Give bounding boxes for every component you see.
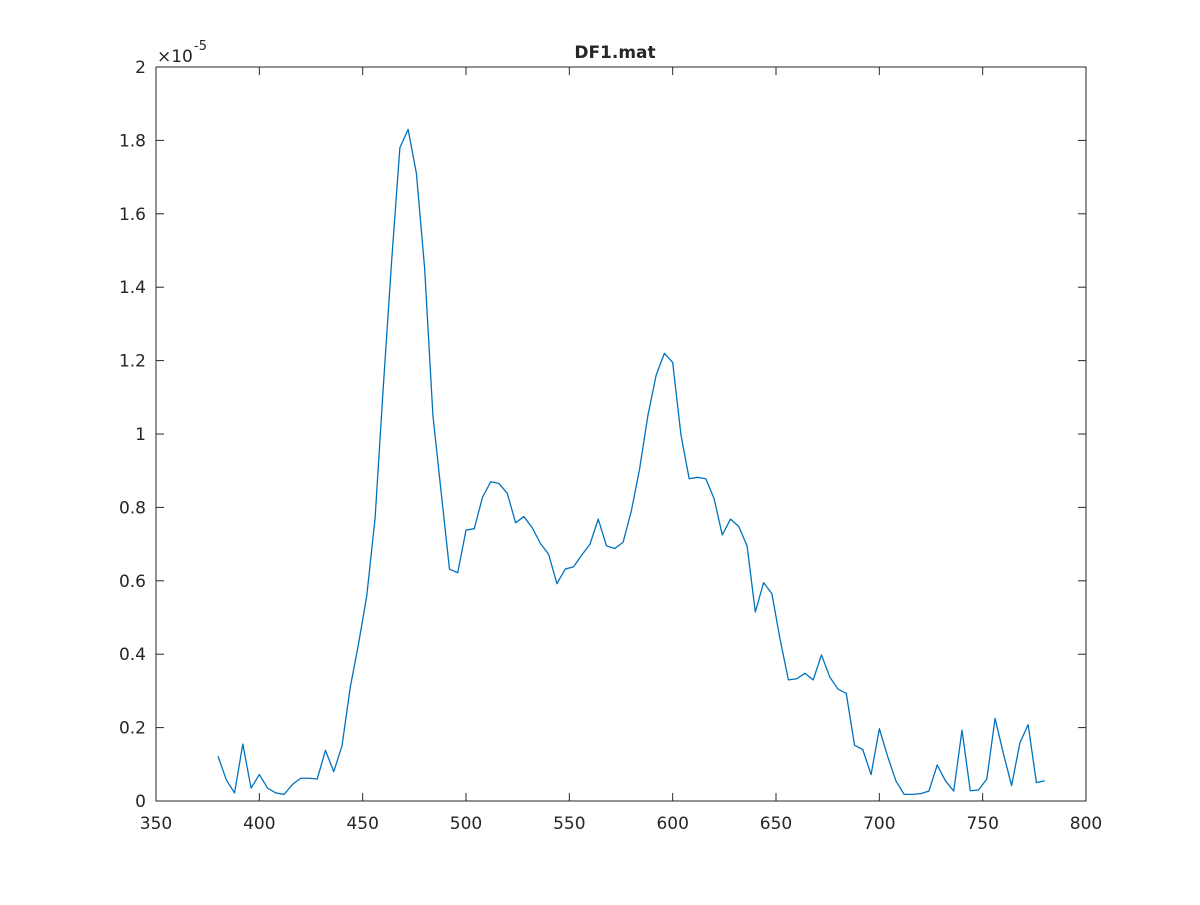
y-exponent-base: ×10 bbox=[157, 47, 193, 67]
y-exponent-power: -5 bbox=[194, 39, 207, 54]
y-tick-label: 1 bbox=[135, 425, 146, 445]
x-tick-label: 600 bbox=[656, 814, 688, 834]
x-tick-label: 450 bbox=[346, 814, 378, 834]
y-tick-label: 0.4 bbox=[119, 645, 146, 665]
x-tick-label: 350 bbox=[140, 814, 172, 834]
x-tick-label: 700 bbox=[863, 814, 895, 834]
y-tick-label: 1.4 bbox=[119, 278, 146, 298]
x-tick-label: 400 bbox=[243, 814, 275, 834]
x-tick-label: 500 bbox=[450, 814, 482, 834]
x-tick-label: 550 bbox=[553, 814, 585, 834]
x-tick-label: 800 bbox=[1070, 814, 1102, 834]
axes-box bbox=[155, 66, 1087, 802]
y-tick-label: 1.2 bbox=[119, 352, 146, 372]
y-tick-label: 0.8 bbox=[119, 498, 146, 518]
x-tick-label: 750 bbox=[966, 814, 998, 834]
y-tick-label: 2 bbox=[135, 58, 146, 78]
y-axis-exponent: ×10-5 bbox=[157, 39, 207, 67]
chart-title: DF1.mat bbox=[574, 43, 655, 63]
y-tick-label: 0.2 bbox=[119, 719, 146, 739]
y-tick-label: 1.6 bbox=[119, 205, 146, 225]
y-tick-label: 0.6 bbox=[119, 572, 146, 592]
x-tick-label: 650 bbox=[760, 814, 792, 834]
y-tick-label: 1.8 bbox=[119, 131, 146, 151]
series-line bbox=[217, 128, 1045, 796]
y-tick-label: 0 bbox=[135, 792, 146, 812]
plot-area: 350 400 450 500 550 600 650 700 750 800 0 0.2 0.4 0.6… bbox=[119, 58, 1102, 834]
